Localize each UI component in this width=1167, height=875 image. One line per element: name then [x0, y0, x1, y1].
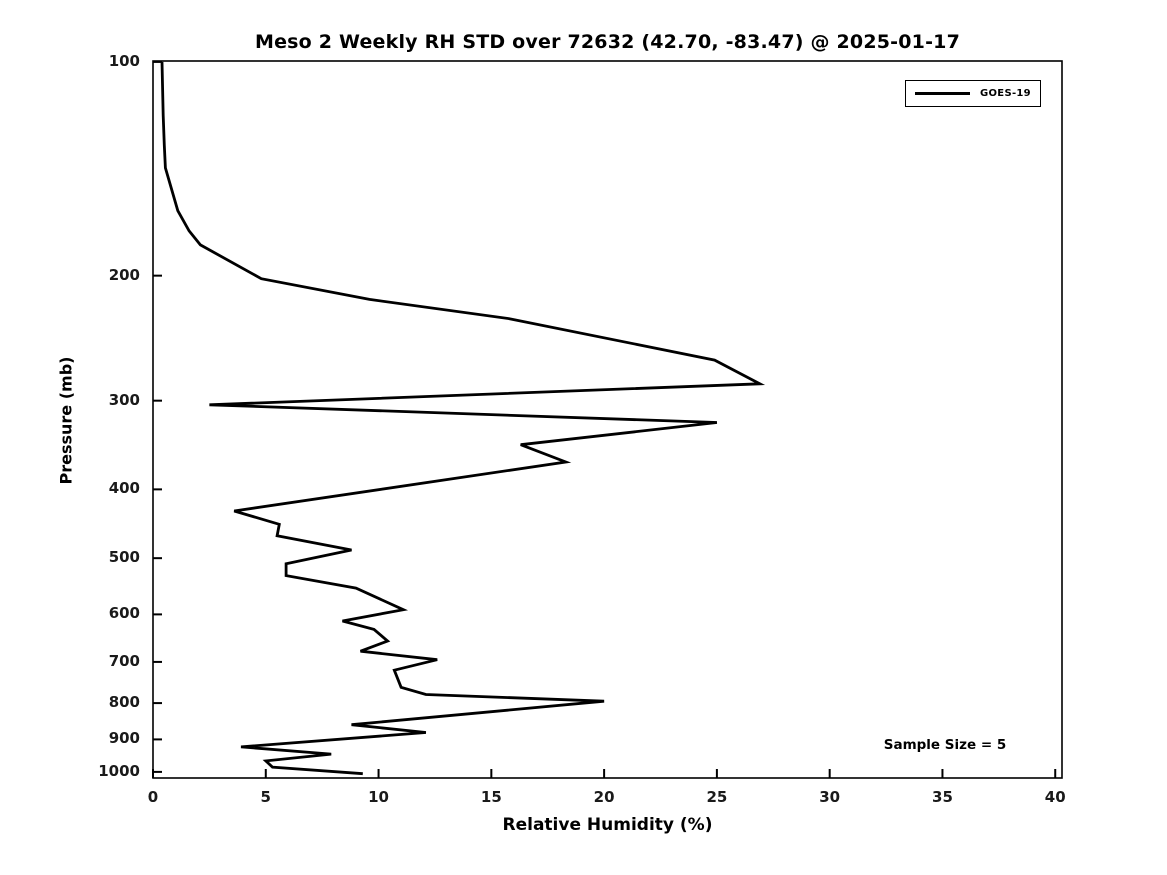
chart-title: Meso 2 Weekly RH STD over 72632 (42.70, … — [254, 31, 961, 53]
y-tick-label: 600 — [108, 604, 140, 623]
y-axis-label: Pressure (mb) — [56, 356, 76, 485]
sample-size-annotation: Sample Size = 5 — [883, 737, 1007, 753]
x-tick-label: 0 — [147, 788, 159, 806]
y-tick-label: 400 — [108, 479, 140, 498]
x-tick-label: 10 — [368, 788, 389, 806]
x-tick-label: 40 — [1044, 788, 1066, 806]
x-tick-label: 30 — [819, 788, 841, 806]
x-tick-label: 35 — [932, 788, 953, 806]
x-axis-label: Relative Humidity (%) — [502, 815, 713, 835]
x-tick-label: 20 — [593, 788, 615, 806]
x-tick-label: 15 — [480, 788, 502, 806]
y-tick-label: 300 — [108, 390, 140, 409]
rh-profile-line — [160, 61, 766, 776]
legend-box: GOES-19 — [905, 80, 1041, 107]
y-tick-label: 700 — [108, 651, 140, 670]
y-tick-label: 800 — [108, 693, 140, 712]
y-tick-label: 1000 — [98, 761, 140, 780]
plot-border — [152, 60, 1063, 779]
x-tick-label: 5 — [260, 788, 271, 806]
y-tick-label: 100 — [108, 51, 140, 70]
legend-entry-label: GOES-19 — [980, 88, 1031, 99]
x-tick-label: 25 — [706, 788, 728, 806]
y-tick-label: 200 — [108, 265, 140, 284]
legend-line-sample — [915, 92, 970, 95]
y-tick-label: 900 — [108, 729, 140, 748]
y-tick-label: 500 — [108, 548, 140, 567]
